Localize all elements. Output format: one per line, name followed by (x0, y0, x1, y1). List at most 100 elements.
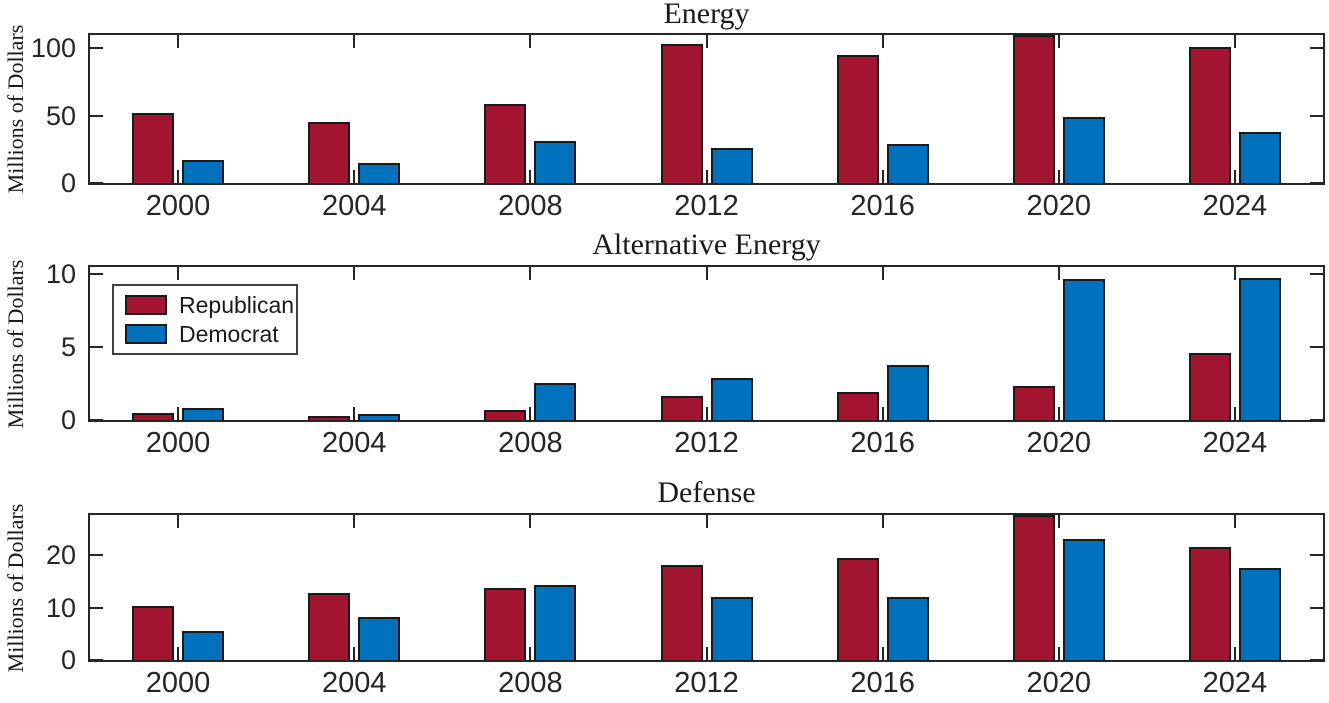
bar-democrat-2020 (1062, 278, 1105, 420)
x-tick-label: 2004 (321, 427, 387, 459)
x-tick (353, 35, 356, 48)
x-tick (881, 35, 884, 48)
x-tick (1057, 267, 1060, 280)
y-tick (90, 273, 103, 276)
x-tick-label: 2020 (1026, 427, 1092, 459)
defense-title: Defense (657, 476, 756, 509)
bar-republican-2024 (1188, 547, 1231, 660)
alternative-energy-axes: Republican Democrat 0 5 10 2000 2004 2008 2012… (46, 259, 1325, 459)
bar-democrat-2008 (534, 141, 577, 183)
y-tick (1310, 346, 1323, 349)
x-tick (529, 515, 532, 528)
y-tick (90, 659, 103, 661)
y-tick-label: 20 (45, 540, 76, 571)
legend-label-republican: Republican (179, 292, 295, 318)
bar-democrat-2000 (182, 631, 225, 660)
x-tick-label: 2012 (674, 667, 739, 699)
bar-republican-2000 (132, 413, 175, 420)
x-tick (353, 515, 356, 528)
x-tick-label: 2024 (1202, 190, 1268, 222)
bar-republican-2020 (1012, 35, 1055, 183)
x-tick (1233, 35, 1236, 48)
x-tick (529, 35, 532, 48)
bar-democrat-2000 (182, 408, 225, 420)
y-tick (90, 606, 103, 609)
y-tick (90, 47, 103, 50)
bar-republican-2008 (484, 409, 527, 420)
y-tick-label: 5 (60, 332, 76, 363)
x-tick (881, 170, 884, 183)
y-tick (90, 114, 103, 117)
bar-democrat-2008 (534, 382, 577, 420)
bar-democrat-2024 (1238, 131, 1281, 183)
bar-republican-2024 (1188, 47, 1231, 183)
y-tick (1310, 419, 1323, 421)
x-tick (1057, 647, 1060, 660)
x-tick (1057, 407, 1060, 420)
y-tick (1310, 606, 1323, 609)
x-tick-label: 2012 (674, 190, 739, 222)
x-tick (177, 515, 180, 528)
bar-democrat-2012 (710, 148, 753, 183)
legend-label-democrat: Democrat (179, 321, 279, 347)
alternative-energy-y-axis-label: Millions of Dollars (3, 259, 28, 429)
bar-democrat-2016 (886, 597, 929, 660)
bar-republican-2016 (836, 557, 879, 660)
x-tick (1233, 515, 1236, 528)
x-tick-label: 2024 (1202, 667, 1268, 699)
bar-democrat-2016 (886, 364, 929, 420)
energy-axes: 0 50 100 2000 2004 2008 2012 2016 2020 2024 (31, 33, 1325, 222)
y-tick-label: 10 (45, 259, 76, 290)
y-tick (1310, 273, 1323, 276)
republican-swatch (125, 295, 167, 315)
legend: Republican Democrat (112, 284, 298, 355)
bar-republican-2020 (1012, 385, 1055, 420)
x-tick (705, 647, 708, 660)
x-tick (705, 515, 708, 528)
x-tick (177, 407, 180, 420)
bar-republican-2004 (308, 593, 351, 660)
y-tick (90, 419, 103, 421)
x-tick-label: 2008 (498, 190, 563, 222)
x-tick (353, 647, 356, 660)
bar-democrat-2004 (358, 617, 401, 660)
x-tick (1233, 267, 1236, 280)
x-tick (705, 267, 708, 280)
x-tick-label: 2016 (850, 427, 915, 459)
bar-democrat-2016 (886, 143, 929, 183)
bar-democrat-2024 (1238, 277, 1281, 420)
bar-democrat-2008 (534, 584, 577, 660)
bar-democrat-2000 (182, 160, 225, 183)
legend-item-republican: Republican (125, 292, 296, 318)
bar-democrat-2020 (1062, 539, 1105, 660)
energy-title: Energy (663, 0, 750, 30)
y-tick-label: 0 (60, 168, 76, 198)
x-tick-label: 2024 (1202, 427, 1268, 459)
y-tick (1310, 47, 1323, 50)
x-tick-label: 2000 (145, 667, 211, 699)
x-tick (705, 407, 708, 420)
bar-republican-2000 (132, 606, 175, 660)
x-tick-label: 2012 (674, 427, 739, 459)
y-tick-label: 100 (30, 33, 76, 64)
x-tick (529, 170, 532, 183)
x-tick (1233, 647, 1236, 660)
x-tick (177, 170, 180, 183)
x-tick (529, 267, 532, 280)
x-tick (1057, 35, 1060, 48)
bar-republican-2000 (132, 113, 175, 183)
x-tick-label: 2008 (498, 427, 563, 459)
legend-item-democrat: Democrat (125, 321, 296, 347)
x-tick (353, 407, 356, 420)
y-tick (1310, 182, 1323, 184)
x-tick (1233, 170, 1236, 183)
x-tick (177, 647, 180, 660)
x-tick (177, 267, 180, 280)
x-tick-label: 2004 (321, 667, 387, 699)
bar-republican-2008 (484, 587, 527, 660)
y-tick-label: 0 (60, 405, 76, 435)
x-tick (529, 647, 532, 660)
x-tick-label: 2016 (850, 667, 915, 699)
x-tick (1233, 407, 1236, 420)
